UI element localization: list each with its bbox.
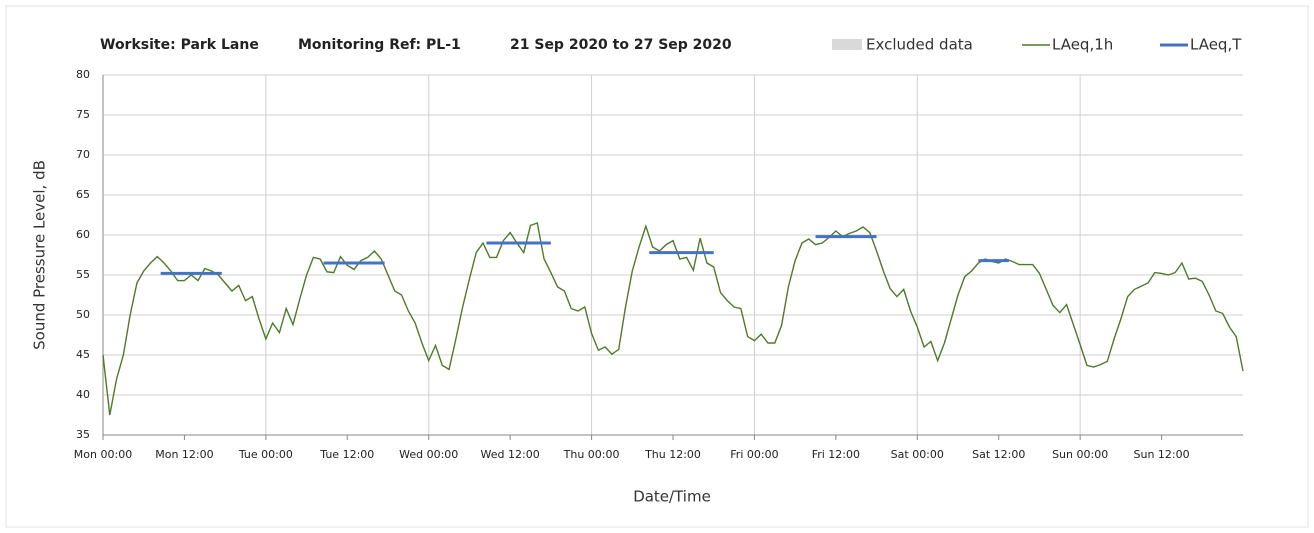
line-series <box>102 222 1244 416</box>
x-tick-label: Fri 12:00 <box>812 448 860 461</box>
y-tick-label: 50 <box>76 308 90 321</box>
x-axis-label: Date/Time <box>633 488 711 506</box>
x-tick-label: Mon 12:00 <box>155 448 213 461</box>
y-tick-label: 70 <box>76 148 90 161</box>
y-tick-label: 35 <box>76 428 90 441</box>
chart-title: Worksite: Park Lane <box>100 37 259 53</box>
x-tick-label: Sun 12:00 <box>1134 448 1190 461</box>
y-tick-label: 75 <box>76 108 90 121</box>
y-tick-label: 40 <box>76 388 90 401</box>
x-tick-label: Wed 12:00 <box>481 448 540 461</box>
x-tick-label: Thu 12:00 <box>644 448 701 461</box>
y-tick-label: 80 <box>76 68 90 81</box>
x-tick-label: Sat 00:00 <box>891 448 944 461</box>
chart-title: 21 Sep 2020 to 27 Sep 2020 <box>510 37 732 53</box>
legend-label: Excluded data <box>866 36 973 54</box>
y-tick-label: 60 <box>76 228 90 241</box>
x-tick-label: Sun 00:00 <box>1052 448 1108 461</box>
legend-label: LAeq,T <box>1190 36 1242 54</box>
frame <box>5 5 1309 528</box>
x-tick-label: Mon 00:00 <box>74 448 132 461</box>
legend-label: LAeq,1h <box>1052 36 1113 54</box>
y-axis-label: Sound Pressure Level, dB <box>31 160 49 350</box>
legend-swatch <box>832 39 862 50</box>
x-tick-label: Wed 00:00 <box>399 448 458 461</box>
y-tick-label: 45 <box>76 348 90 361</box>
y-tick-label: 55 <box>76 268 90 281</box>
x-tick-label: Tue 12:00 <box>319 448 374 461</box>
x-tick-label: Sat 12:00 <box>972 448 1025 461</box>
chart-title: Monitoring Ref: PL-1 <box>298 37 461 53</box>
x-tick-label: Tue 00:00 <box>238 448 293 461</box>
y-tick-label: 65 <box>76 188 90 201</box>
x-tick-label: Fri 00:00 <box>730 448 778 461</box>
x-tick-label: Thu 00:00 <box>563 448 620 461</box>
